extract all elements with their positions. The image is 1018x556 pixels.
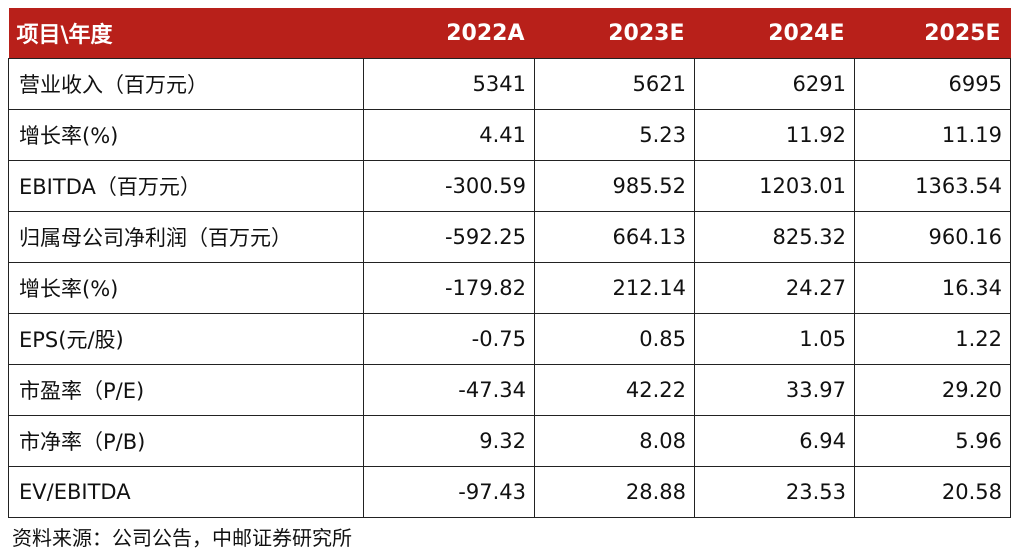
table-cell: 42.22 [534, 364, 695, 416]
table-row: 增长率(%) -179.82 212.14 24.27 16.34 [8, 262, 1011, 314]
header-year-4: 2025E [924, 20, 1001, 46]
table-cell: 5621 [534, 58, 695, 110]
header-year-3: 2024E [768, 20, 845, 46]
table-row: EPS(元/股) -0.75 0.85 1.05 1.22 [8, 313, 1011, 365]
header-year-2: 2023E [608, 20, 685, 46]
table-cell: 1363.54 [854, 160, 1011, 212]
row-label: EBITDA（百万元） [8, 160, 364, 212]
table-cell: 28.88 [534, 466, 695, 518]
table-cell: -179.82 [363, 262, 535, 314]
table-cell: 985.52 [534, 160, 695, 212]
table-cell: 29.20 [854, 364, 1011, 416]
table-cell: 6995 [854, 58, 1011, 110]
source-note: 资料来源：公司公告，中邮证券研究所 [12, 526, 352, 550]
table-cell: -0.75 [363, 313, 535, 365]
table-cell: 5.96 [854, 415, 1011, 467]
table-cell: -47.34 [363, 364, 535, 416]
table-row: 市净率（P/B) 9.32 8.08 6.94 5.96 [8, 415, 1011, 467]
row-label: 增长率(%) [8, 109, 364, 161]
row-label: 增长率(%) [8, 262, 364, 314]
table-cell: 24.27 [694, 262, 855, 314]
table-row: 增长率(%) 4.41 5.23 11.92 11.19 [8, 109, 1011, 161]
table-cell: 825.32 [694, 211, 855, 263]
table-cell: 1.22 [854, 313, 1011, 365]
header-row: 项目\年度 2022A 2023E 2024E 2025E [8, 8, 1011, 59]
table-cell: 5341 [363, 58, 535, 110]
table-cell: 8.08 [534, 415, 695, 467]
table-cell: -97.43 [363, 466, 535, 518]
table-header: 项目\年度 2022A 2023E 2024E 2025E [8, 8, 1011, 59]
row-label: EV/EBITDA [8, 466, 364, 518]
table-row: 市盈率（P/E) -47.34 42.22 33.97 29.20 [8, 364, 1011, 416]
table-cell: 11.19 [854, 109, 1011, 161]
header-year-1: 2022A [446, 20, 525, 46]
table-row: 归属母公司净利润（百万元） -592.25 664.13 825.32 960.16 [8, 211, 1011, 263]
table-row: 营业收入（百万元） 5341 5621 6291 6995 [8, 58, 1011, 110]
table-cell: 16.34 [854, 262, 1011, 314]
table-body: 营业收入（百万元） 5341 5621 6291 6995 增长率(%) 4.41 5.23 1… [8, 58, 1011, 518]
table-cell: 9.32 [363, 415, 535, 467]
table-cell: 11.92 [694, 109, 855, 161]
table-cell: 960.16 [854, 211, 1011, 263]
row-label: 归属母公司净利润（百万元） [8, 211, 364, 263]
header-item-year: 项目\年度 [16, 23, 113, 48]
table-cell: 4.41 [363, 109, 535, 161]
row-label: 市盈率（P/E) [8, 364, 364, 416]
table-cell: 1.05 [694, 313, 855, 365]
financial-forecast-table-container: 项目\年度 2022A 2023E 2024E 2025E 营业收入（百万元） 5341 5… [8, 8, 1011, 518]
table-cell: 664.13 [534, 211, 695, 263]
table-cell: 5.23 [534, 109, 695, 161]
row-label: 市净率（P/B) [8, 415, 364, 467]
table-cell: 33.97 [694, 364, 855, 416]
table-cell: 6291 [694, 58, 855, 110]
table-cell: 0.85 [534, 313, 695, 365]
table-cell: 6.94 [694, 415, 855, 467]
row-label: 营业收入（百万元） [8, 58, 364, 110]
financial-forecast-table: 项目\年度 2022A 2023E 2024E 2025E 营业收入（百万元） 5341 5… [8, 8, 1011, 518]
table-cell: 23.53 [694, 466, 855, 518]
table-cell: -592.25 [363, 211, 535, 263]
table-cell: 1203.01 [694, 160, 855, 212]
row-label: EPS(元/股) [8, 313, 364, 365]
table-cell: 212.14 [534, 262, 695, 314]
table-cell: -300.59 [363, 160, 535, 212]
table-row: EBITDA（百万元） -300.59 985.52 1203.01 1363.54 [8, 160, 1011, 212]
table-row: EV/EBITDA -97.43 28.88 23.53 20.58 [8, 466, 1011, 518]
table-cell: 20.58 [854, 466, 1011, 518]
